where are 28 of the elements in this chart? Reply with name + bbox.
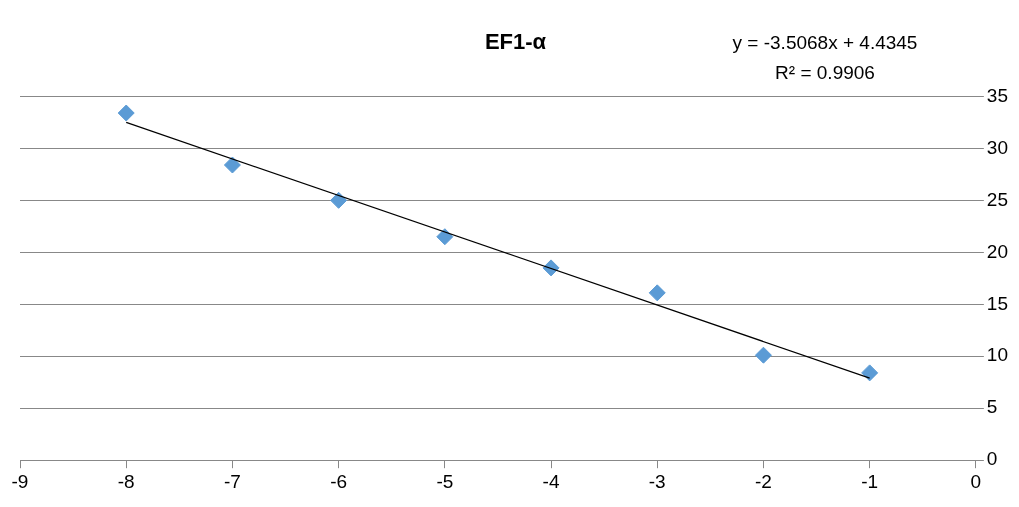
y-tick-label: 25 [986, 188, 1009, 210]
point [436, 228, 454, 246]
x-tick-label: -9 [11, 470, 29, 492]
y-tick-label: 5 [986, 396, 998, 418]
y-tick-label: 0 [986, 448, 998, 470]
y-tick-label: 35 [986, 84, 1009, 106]
point [117, 104, 135, 122]
chart-title: EF1-α [484, 29, 547, 55]
x-tick-label: -8 [117, 470, 135, 492]
x-tick-label: -1 [861, 470, 879, 492]
point [223, 156, 241, 174]
y-tick-label: 15 [986, 292, 1009, 314]
y-tick-label: 20 [986, 240, 1009, 262]
point [754, 346, 772, 364]
point [648, 284, 666, 302]
y-tick-label: 30 [986, 136, 1009, 158]
x-tick-label: -6 [330, 470, 348, 492]
text: R² = 0.9906 [775, 62, 875, 84]
x-tick-label: -2 [755, 470, 772, 492]
text: y = -3.5068x + 4.4345 [732, 32, 918, 54]
point [861, 364, 879, 382]
y-tick-label: 10 [986, 344, 1009, 366]
x-tick-label: -5 [436, 470, 454, 492]
point [330, 191, 348, 209]
x-tick-label: 0 [970, 470, 982, 492]
x-tick-label: -7 [223, 470, 241, 492]
x-tick-label: -4 [542, 470, 560, 492]
x-tick-label: -3 [648, 470, 666, 492]
